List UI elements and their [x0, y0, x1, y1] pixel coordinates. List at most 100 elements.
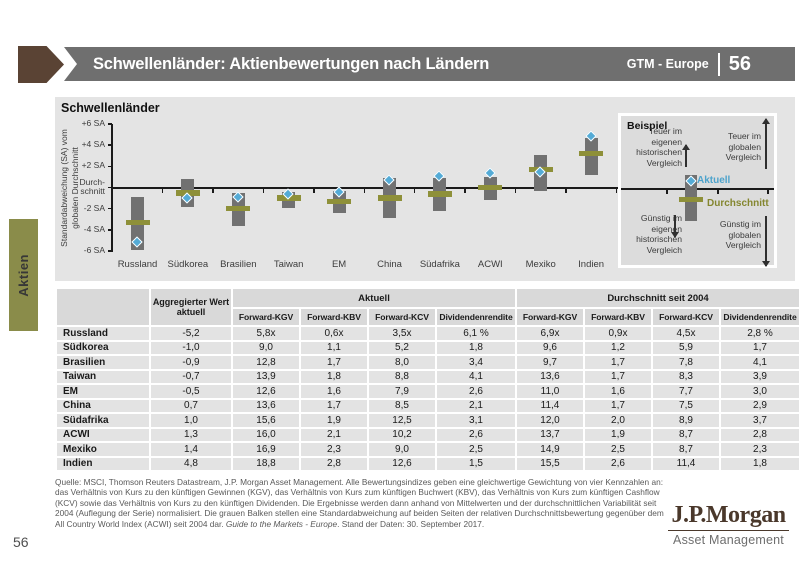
column-group-aktuell: Aktuell [233, 289, 515, 307]
average-dash-Indien [579, 150, 604, 157]
y-axis-tick [107, 123, 112, 125]
beispiel-box: Beispiel Teuer im eigenen historischen V… [618, 113, 777, 268]
table-cell: 2,3 [721, 443, 799, 456]
x-axis-tick [262, 188, 265, 193]
table-cell: 5,9 [653, 341, 719, 354]
category-label-Südkorea: Südkorea [167, 259, 209, 270]
table-cell: 12,8 [233, 356, 299, 369]
source-text-date: . Stand der Daten: 30. September 2017. [337, 518, 485, 529]
table-cell: 2,6 [585, 457, 651, 470]
table-cell: 9,7 [517, 356, 583, 369]
table-cell: 12,6 [233, 385, 299, 398]
table-cell: 11,4 [517, 399, 583, 412]
table-cell: 8,0 [369, 356, 435, 369]
table-cell: 1,5 [437, 457, 515, 470]
column-header-aggregated: Aggregierter Wert aktuell [151, 289, 231, 325]
category-label-Russland: Russland [117, 259, 158, 270]
table-cell: 13,7 [517, 428, 583, 441]
y-tick-label: -2 SA [83, 202, 105, 213]
table-row-Taiwan: Taiwan -0,7 13,9 1,8 8,8 4,1 13,6 1,7 8,3 3,9 [57, 370, 799, 383]
beispiel-axis-tick [717, 189, 719, 194]
beispiel-axis-tick [666, 189, 668, 194]
table-cell: 7,9 [369, 385, 435, 398]
valuation-table: Aggregierter Wert aktuell Aktuell Durchs… [55, 287, 800, 472]
table-cell: 15,5 [517, 457, 583, 470]
table-cell: 18,8 [233, 457, 299, 470]
beispiel-zero-line [621, 187, 774, 190]
table-cell: 8,7 [653, 443, 719, 456]
zero-line [111, 186, 625, 189]
jpmorgan-logo-sub: Asset Management [673, 533, 784, 547]
y-axis-tick [107, 207, 112, 210]
table-cell: 10,2 [369, 428, 435, 441]
column-header-avg-3: Dividendenrendite [721, 309, 799, 325]
column-header-aktuell-2: Forward-KCV [369, 309, 435, 325]
arrow-down-small-icon [671, 215, 678, 238]
chart-panel: Schwellenländer Standardabweichung (SA) … [55, 97, 795, 281]
y-tick-label: -6 SA [83, 245, 105, 256]
table-cell: -0,9 [151, 356, 231, 369]
table-cell: 4,1 [437, 370, 515, 383]
arrow-up-small-icon [682, 144, 689, 167]
table-cell: 1,8 [301, 370, 367, 383]
table-cell: 9,6 [517, 341, 583, 354]
y-tick-label: +2 SA [81, 160, 105, 171]
table-cell: 3,4 [437, 356, 515, 369]
table-cell: 3,0 [721, 385, 799, 398]
table-cell: 2,3 [301, 443, 367, 456]
table-cell: 1,4 [151, 443, 231, 456]
table-cell: 1,7 [301, 356, 367, 369]
category-label-Südafrika: Südafrika [419, 259, 460, 270]
category-label-China: China [377, 259, 402, 270]
x-axis-tick [514, 188, 517, 193]
average-dash-Brasilien [226, 205, 251, 212]
x-axis-tick [565, 188, 567, 193]
table-cell: 8,9 [653, 414, 719, 427]
table-cell: 8,3 [653, 370, 719, 383]
table-row-Russland: Russland -5,2 5,8x 0,6x 3,5x 6,1 % 6,9x 0,9x 4,5… [57, 327, 799, 340]
beispiel-title: Beispiel [627, 120, 668, 132]
table-corner-cell [57, 289, 149, 325]
table-cell: 2,1 [301, 428, 367, 441]
table-cell: 1,7 [585, 399, 651, 412]
table-cell: 1,8 [437, 341, 515, 354]
header-arrow-icon [18, 46, 64, 83]
table-cell: 1,3 [151, 428, 231, 441]
table-cell: 4,8 [151, 457, 231, 470]
y-axis-tick [107, 165, 112, 168]
table-cell: -0,5 [151, 385, 231, 398]
table-row-EM: EM -0,5 12,6 1,6 7,9 2,6 11,0 1,6 7,7 3,0 [57, 385, 799, 398]
table-cell: 1,1 [301, 341, 367, 354]
arrow-up-tall-icon [762, 118, 769, 169]
table-row-Südafrika: Südafrika 1,0 15,6 1,9 12,5 3,1 12,0 2,0 8,9 3,7 [57, 414, 799, 427]
header-separator [717, 52, 720, 76]
table-cell: 16,9 [233, 443, 299, 456]
arrow-down-tall-icon [762, 216, 769, 267]
table-cell: 12,5 [369, 414, 435, 427]
table-row-Indien: Indien 4,8 18,8 2,8 12,6 1,5 15,5 2,6 11,4 1,8 [57, 457, 799, 470]
table-cell: 5,8x [233, 327, 299, 340]
table-cell: 5,2 [369, 341, 435, 354]
average-dash-Russland [125, 219, 150, 226]
average-dash-EM [327, 198, 352, 205]
table-cell: 1,7 [301, 399, 367, 412]
table-cell: -5,2 [151, 327, 231, 340]
y-axis-tick [107, 250, 112, 252]
row-country-label: Taiwan [57, 370, 149, 383]
average-dash-ACWI [478, 184, 503, 191]
table-cell: 6,9x [517, 327, 583, 340]
table-cell: 8,8 [369, 370, 435, 383]
table-cell: 13,6 [233, 399, 299, 412]
category-label-Brasilien: Brasilien [220, 259, 257, 270]
table-cell: 3,5x [369, 327, 435, 340]
column-header-avg-1: Forward-KBV [585, 309, 651, 325]
x-axis-tick [313, 188, 315, 193]
table-cell: 2,5 [437, 443, 515, 456]
table-cell: 3,7 [721, 414, 799, 427]
valuation-table-body: Russland -5,2 5,8x 0,6x 3,5x 6,1 % 6,9x 0,9x 4,5… [57, 327, 799, 470]
x-axis-tick [363, 188, 366, 193]
x-axis-tick [413, 188, 416, 193]
chart-title: Schwellenländer [61, 101, 160, 115]
table-cell: 6,1 % [437, 327, 515, 340]
y-tick-label: Durch- schnitt [79, 176, 105, 196]
